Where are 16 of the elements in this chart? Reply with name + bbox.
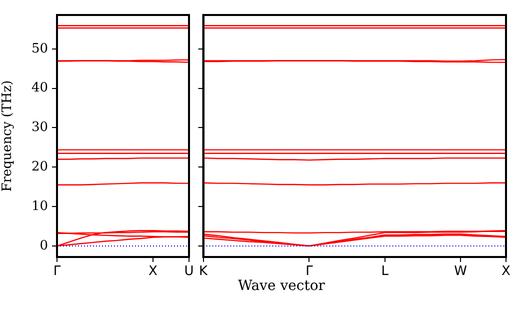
y-tick-label: 30 <box>31 120 48 136</box>
y-tick-label: 40 <box>31 80 48 96</box>
x-tick-label: X <box>502 264 511 280</box>
x-tick-label: K <box>198 264 208 280</box>
y-tick-label: 50 <box>31 41 48 56</box>
x-tick-label: L <box>381 264 390 280</box>
y-tick-label: 0 <box>40 238 48 254</box>
y-tick-label: 20 <box>31 160 48 175</box>
x-tick-label: Γ <box>306 264 314 280</box>
x-axis-title: Wave vector <box>238 278 325 294</box>
y-tick-label: 10 <box>31 198 48 214</box>
x-tick-label: X <box>148 264 158 280</box>
y-axis-title: Frequency (THz) <box>0 80 16 192</box>
x-tick-label: W <box>454 264 468 280</box>
x-tick-label: U <box>184 264 194 280</box>
x-tick-label: Γ <box>53 264 62 280</box>
